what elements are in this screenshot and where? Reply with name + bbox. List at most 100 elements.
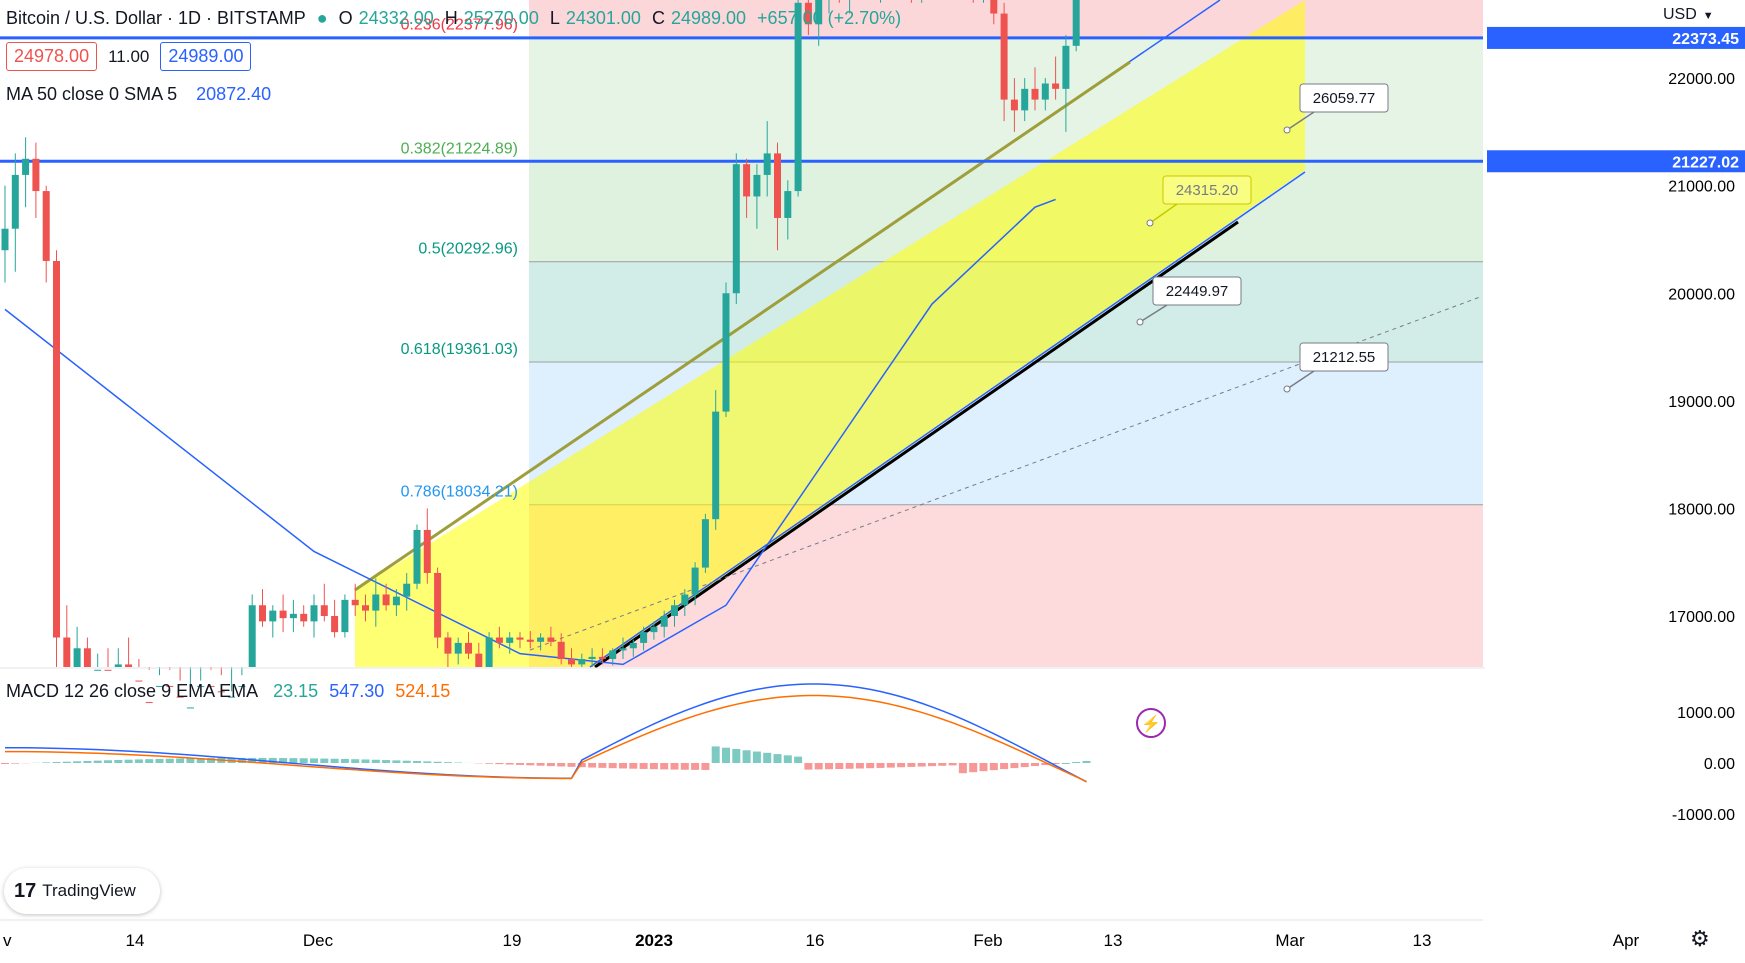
candle-body [1011,100,1018,111]
macd-histogram-bar [949,763,957,765]
candle-body [94,670,101,671]
currency-selector[interactable]: USD ▼ [1663,6,1720,24]
candle-body [331,616,338,632]
candle-body [249,605,256,667]
ma-legend[interactable]: MA 50 close 0 SMA 5 20872.40 [6,84,277,105]
candle-body [640,632,647,643]
tradingview-logo[interactable]: 17 TradingView [4,868,160,914]
macd-histogram-bar [918,763,926,767]
macd-histogram-bar [671,763,679,770]
macd-histogram-bar [186,758,194,763]
macd-histogram-bar [701,763,709,770]
candle [702,514,709,573]
symbol-title[interactable]: Bitcoin / U.S. Dollar · 1D · BITSTAMP [6,8,306,28]
candle-body [990,0,997,14]
macd-histogram-bar [1,763,9,764]
price-tick-label: 17000.00 [1668,609,1735,626]
macd-tick-label: 0.00 [1704,756,1735,773]
currency-label: USD [1663,6,1697,23]
macd-histogram-bar [526,763,534,765]
candle-body [475,654,482,667]
candle [115,648,122,667]
signal-line [5,696,1087,782]
candle [125,638,132,667]
gear-icon[interactable]: ⚙ [1690,926,1710,952]
candle-body [1042,83,1049,99]
candle [32,143,39,218]
candle-body [517,638,524,640]
candle-body [84,648,91,667]
candle-body [125,664,132,667]
candle-body [352,600,359,605]
candle-body [1062,46,1069,89]
candle-body [496,638,503,643]
candle-body [403,584,410,597]
candle-body [630,643,637,648]
macd-histogram-bar [423,761,431,763]
candle-body [1021,89,1028,111]
macd-histogram-bar [362,759,370,763]
macd-legend[interactable]: MACD 12 26 close 9 EMA EMA 23.15 547.30 … [6,681,456,702]
buy-button[interactable]: 24989.00 [160,42,251,71]
candle-body [53,261,60,638]
candle [341,594,348,637]
candle-body [692,568,699,595]
candle-body [620,648,627,650]
macd-histogram-bar [1062,763,1070,764]
macd-histogram-bar [928,763,936,766]
time-tick-label: Apr [1613,931,1640,950]
callout-anchor [1147,220,1153,226]
macd-histogram-bar [104,760,112,763]
macd-histogram-bar [660,763,668,769]
price-axis: 17000.0018000.0019000.0020000.0021000.00… [1485,0,1745,958]
macd-histogram-bar [866,763,874,768]
macd-histogram-bar [990,763,998,770]
candle-body [32,159,39,191]
candle-body [527,640,534,642]
macd-histogram-bar [42,762,50,763]
macd-histogram-bar [815,763,823,769]
candle-body [455,643,462,654]
candle [259,589,266,627]
candle-body [764,153,771,175]
candle [331,600,338,638]
price-tick-label: 20000.00 [1668,286,1735,303]
macd-histogram-bar [289,758,297,763]
lightning-icon: ⚡ [1137,709,1165,737]
candle-body [733,164,740,293]
macd-value: 547.30 [329,681,384,701]
candle-body [547,638,554,642]
macd-histogram-bar [887,763,895,768]
candle-body [259,605,266,621]
macd-histogram-bar [351,759,359,763]
macd-histogram-bar [413,761,421,763]
macd-histogram-bar [392,760,400,763]
macd-histogram-bar [176,759,184,763]
chevron-down-icon: ▼ [1703,10,1714,22]
macd-histogram-bar [629,763,637,769]
macd-histogram-bar [938,763,946,766]
candle-body [578,659,585,664]
macd-histogram-bar [959,763,967,773]
ma-value: 20872.40 [196,84,271,104]
candle-body [115,664,122,667]
candle-body [784,191,791,218]
macd-histogram-bar [1083,761,1091,763]
macd-histogram-bar [804,763,812,770]
macd-histogram-bar [743,750,751,763]
macd-histogram-bar [485,763,493,764]
level-price-tag-label: 22373.45 [1672,31,1739,48]
price-tick-label: 22000.00 [1668,71,1735,88]
candle [733,153,740,304]
macd-histogram-bar [877,763,885,768]
macd-histogram-bar [969,763,977,772]
macd-histogram-bar [166,759,174,763]
macd-histogram-bar [63,762,71,763]
macd-histogram-bar [73,761,81,763]
macd-histogram-bar [691,763,699,770]
candle [321,584,328,622]
candle [311,594,318,637]
sell-button[interactable]: 24978.00 [6,42,97,71]
